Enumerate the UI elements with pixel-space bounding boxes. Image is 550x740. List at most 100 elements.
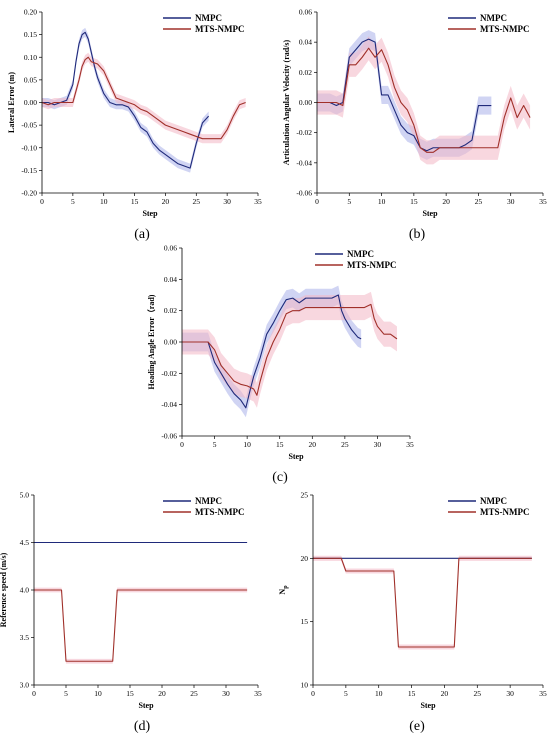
x-tick-label: 35 [539, 689, 547, 698]
series-line-nmpc [42, 31, 210, 169]
y-tick-label: -0.04 [296, 158, 312, 167]
x-tick-label: 15 [126, 689, 134, 698]
x-tick-label: 25 [190, 689, 198, 698]
x-tick-label: 5 [64, 689, 68, 698]
y-axis-label: Heading Angle Error（rad) [146, 294, 156, 389]
y-tick-label: 0.15 [24, 30, 37, 39]
y-tick-label: 25 [301, 491, 309, 500]
series-line-mts-nmpc [313, 557, 532, 648]
x-tick-label: 35 [254, 197, 262, 206]
y-tick-label: 0.20 [24, 8, 37, 17]
chart-panel-e: 0 5 10 15 20 25 30 35 10 15 20 25 Step Np NMPCMTS-NMPC… [278, 491, 547, 735]
x-tick-label: 0 [32, 689, 36, 698]
panel-label-a: (a) [134, 227, 150, 242]
legend-label-mts-nmpc: MTS-NMPC [480, 507, 530, 517]
x-tick-label: 20 [309, 440, 317, 449]
x-tick-label: 0 [40, 197, 44, 206]
y-tick-label: -0.06 [296, 189, 312, 198]
legend-label-nmpc: NMPC [195, 496, 222, 506]
y-tick-label: 0.05 [24, 75, 37, 84]
legend-label-nmpc: NMPC [347, 249, 374, 259]
x-tick-label: 10 [378, 197, 386, 206]
x-tick-label: 15 [410, 197, 418, 206]
y-tick-label: 3.5 [20, 633, 30, 642]
panel-label-e: (e) [409, 719, 425, 734]
x-tick-label: 30 [507, 197, 515, 206]
legend-label-mts-nmpc: MTS-NMPC [480, 24, 530, 34]
series-line-nmpc [182, 294, 362, 409]
x-tick-label: 30 [223, 197, 231, 206]
x-tick-label: 10 [375, 689, 383, 698]
series-line-mts-nmpc [41, 56, 246, 140]
series-line-nmpc [317, 38, 492, 152]
x-tick-label: 35 [406, 440, 414, 449]
x-axis-label: Step [420, 701, 436, 710]
x-tick-label: 25 [193, 197, 201, 206]
x-tick-label: 5 [347, 197, 351, 206]
legend-label-mts-nmpc: MTS-NMPC [347, 260, 397, 270]
x-tick-label: 15 [131, 197, 139, 206]
confidence-band-mts-nmpc [182, 291, 397, 408]
y-tick-label: 15 [301, 617, 309, 626]
y-tick-label: 0.02 [164, 306, 177, 315]
series-line-mts-nmpc [317, 47, 531, 153]
x-tick-label: 15 [408, 689, 416, 698]
x-axis-label: Step [288, 452, 304, 461]
series-line-mts-nmpc [34, 589, 248, 662]
y-tick-label: 0.10 [24, 53, 37, 62]
y-tick-label: -0.05 [21, 121, 37, 130]
y-tick-label: 0.06 [164, 244, 177, 253]
x-tick-label: 30 [222, 689, 230, 698]
y-tick-label: 20 [301, 554, 309, 563]
legend-label-nmpc: NMPC [195, 13, 222, 23]
x-tick-label: 30 [506, 689, 514, 698]
y-tick-label: -0.04 [161, 400, 177, 409]
y-tick-label: 10 [301, 681, 309, 690]
x-tick-label: 20 [162, 197, 170, 206]
y-tick-label: 0.02 [299, 68, 312, 77]
y-tick-label: 0.04 [299, 38, 312, 47]
x-tick-label: 10 [94, 689, 102, 698]
x-tick-label: 0 [315, 197, 319, 206]
y-axis-label: Lateral Error (m) [7, 72, 16, 133]
x-axis-label: Step [422, 209, 438, 218]
x-tick-label: 20 [441, 689, 449, 698]
x-tick-label: 5 [213, 440, 217, 449]
confidence-band-mts-nmpc [317, 36, 531, 165]
chart-panel-b: 0 5 10 15 20 25 30 35 -0.06 -0.04 -0.02 0.00 0.02 0.0… [282, 8, 547, 243]
x-tick-label: 0 [180, 440, 184, 449]
x-tick-label: 0 [311, 689, 315, 698]
y-axis-label: Np [278, 585, 289, 595]
chart-panel-d: 0 5 10 15 20 25 30 35 3.0 3.5 4.0 4.5 5.0 Step Referen… [0, 491, 262, 735]
x-tick-label: 20 [442, 197, 450, 206]
panel-label-d: (d) [134, 719, 151, 734]
y-tick-label: 0.06 [299, 8, 312, 17]
y-axis-label: Articulation Angular Velocity (rad/s) [282, 39, 291, 165]
y-tick-label: -0.20 [21, 189, 37, 198]
y-tick-label: 0.00 [24, 98, 37, 107]
panel-label-c: (c) [272, 470, 288, 485]
series-line-mts-nmpc [182, 303, 398, 396]
x-tick-label: 30 [374, 440, 382, 449]
y-tick-label: 4.5 [20, 538, 30, 547]
x-tick-label: 35 [254, 689, 262, 698]
x-tick-label: 5 [71, 197, 75, 206]
y-tick-label: -0.06 [161, 432, 177, 441]
y-tick-label: 3.0 [20, 681, 30, 690]
y-tick-label: 0.00 [299, 98, 312, 107]
chart-panel-c: 0 5 10 15 20 25 30 35 -0.06 -0.04 -0.02 0.00 0.02 0.0… [146, 244, 414, 486]
confidence-band-mts-nmpc [42, 52, 246, 144]
x-tick-label: 10 [100, 197, 108, 206]
x-tick-label: 35 [539, 197, 547, 206]
x-tick-label: 10 [243, 440, 251, 449]
x-tick-label: 25 [341, 440, 349, 449]
y-tick-label: -0.10 [21, 143, 37, 152]
x-tick-label: 20 [158, 689, 166, 698]
x-tick-label: 5 [344, 689, 348, 698]
y-tick-label: 0.04 [164, 275, 177, 284]
